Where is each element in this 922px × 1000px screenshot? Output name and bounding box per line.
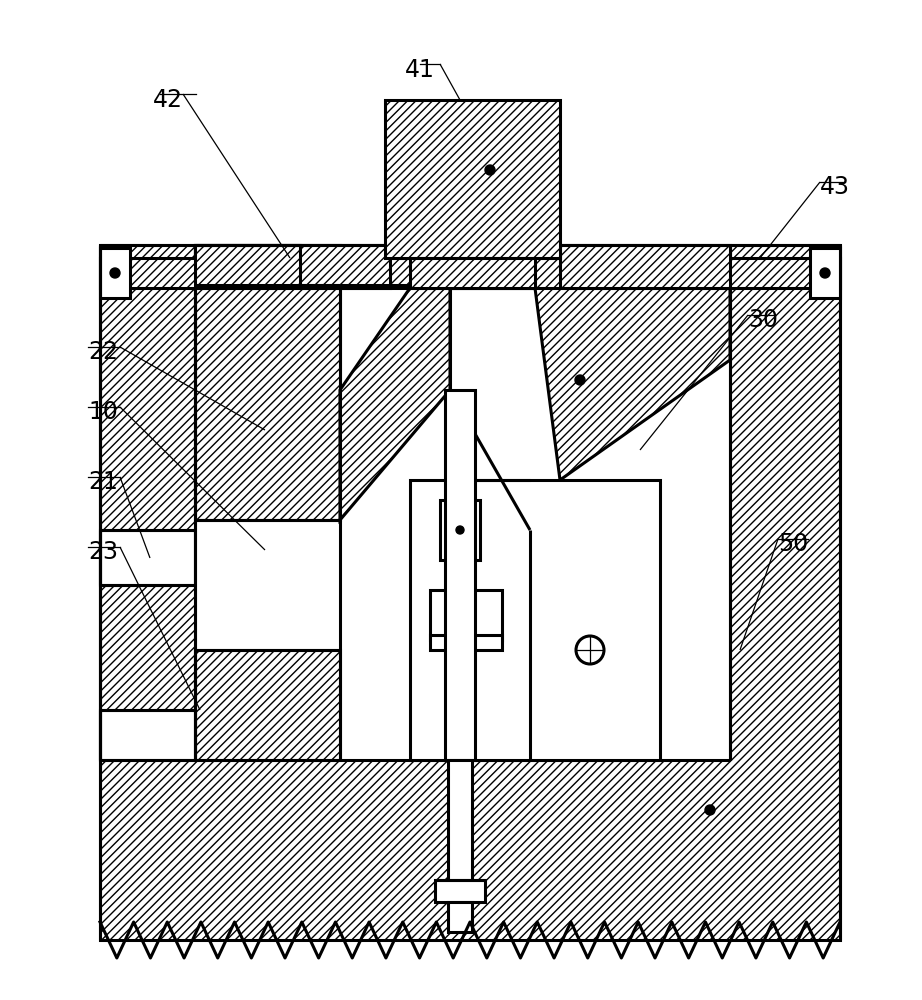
Text: 42: 42 [153,88,183,112]
Text: 43: 43 [820,175,850,199]
Bar [810,248,840,298]
Text: 50: 50 [778,532,809,556]
Circle shape [110,268,120,278]
Polygon shape [450,288,730,760]
Bar [435,880,485,902]
Bar [100,530,195,585]
Bar [560,245,730,288]
Text: 22: 22 [88,340,118,364]
Bar [410,258,535,288]
Bar [445,390,475,760]
Circle shape [485,165,495,175]
Text: 30: 30 [748,308,778,332]
Bar [410,480,660,760]
Polygon shape [535,288,730,480]
Circle shape [820,268,830,278]
Bar [430,590,465,640]
Polygon shape [340,288,450,520]
Bar [195,245,340,520]
Bar [450,480,660,760]
Bar [467,590,502,640]
Circle shape [456,526,464,534]
Bar [195,245,300,283]
Bar [100,245,840,940]
Bar [100,248,130,298]
Text: 23: 23 [88,540,118,564]
Text: 21: 21 [88,470,118,494]
Bar [430,635,502,650]
Text: 10: 10 [88,400,118,424]
Circle shape [575,375,585,385]
Bar [100,710,195,760]
Bar [385,100,560,258]
Bar [448,902,472,932]
Bar [195,245,390,288]
Text: 41: 41 [405,58,435,82]
Bar [195,650,340,760]
Bar [195,520,340,650]
Bar [195,245,730,760]
Bar [100,258,840,288]
Bar [448,760,472,890]
Bar [440,500,480,560]
Circle shape [705,805,715,815]
